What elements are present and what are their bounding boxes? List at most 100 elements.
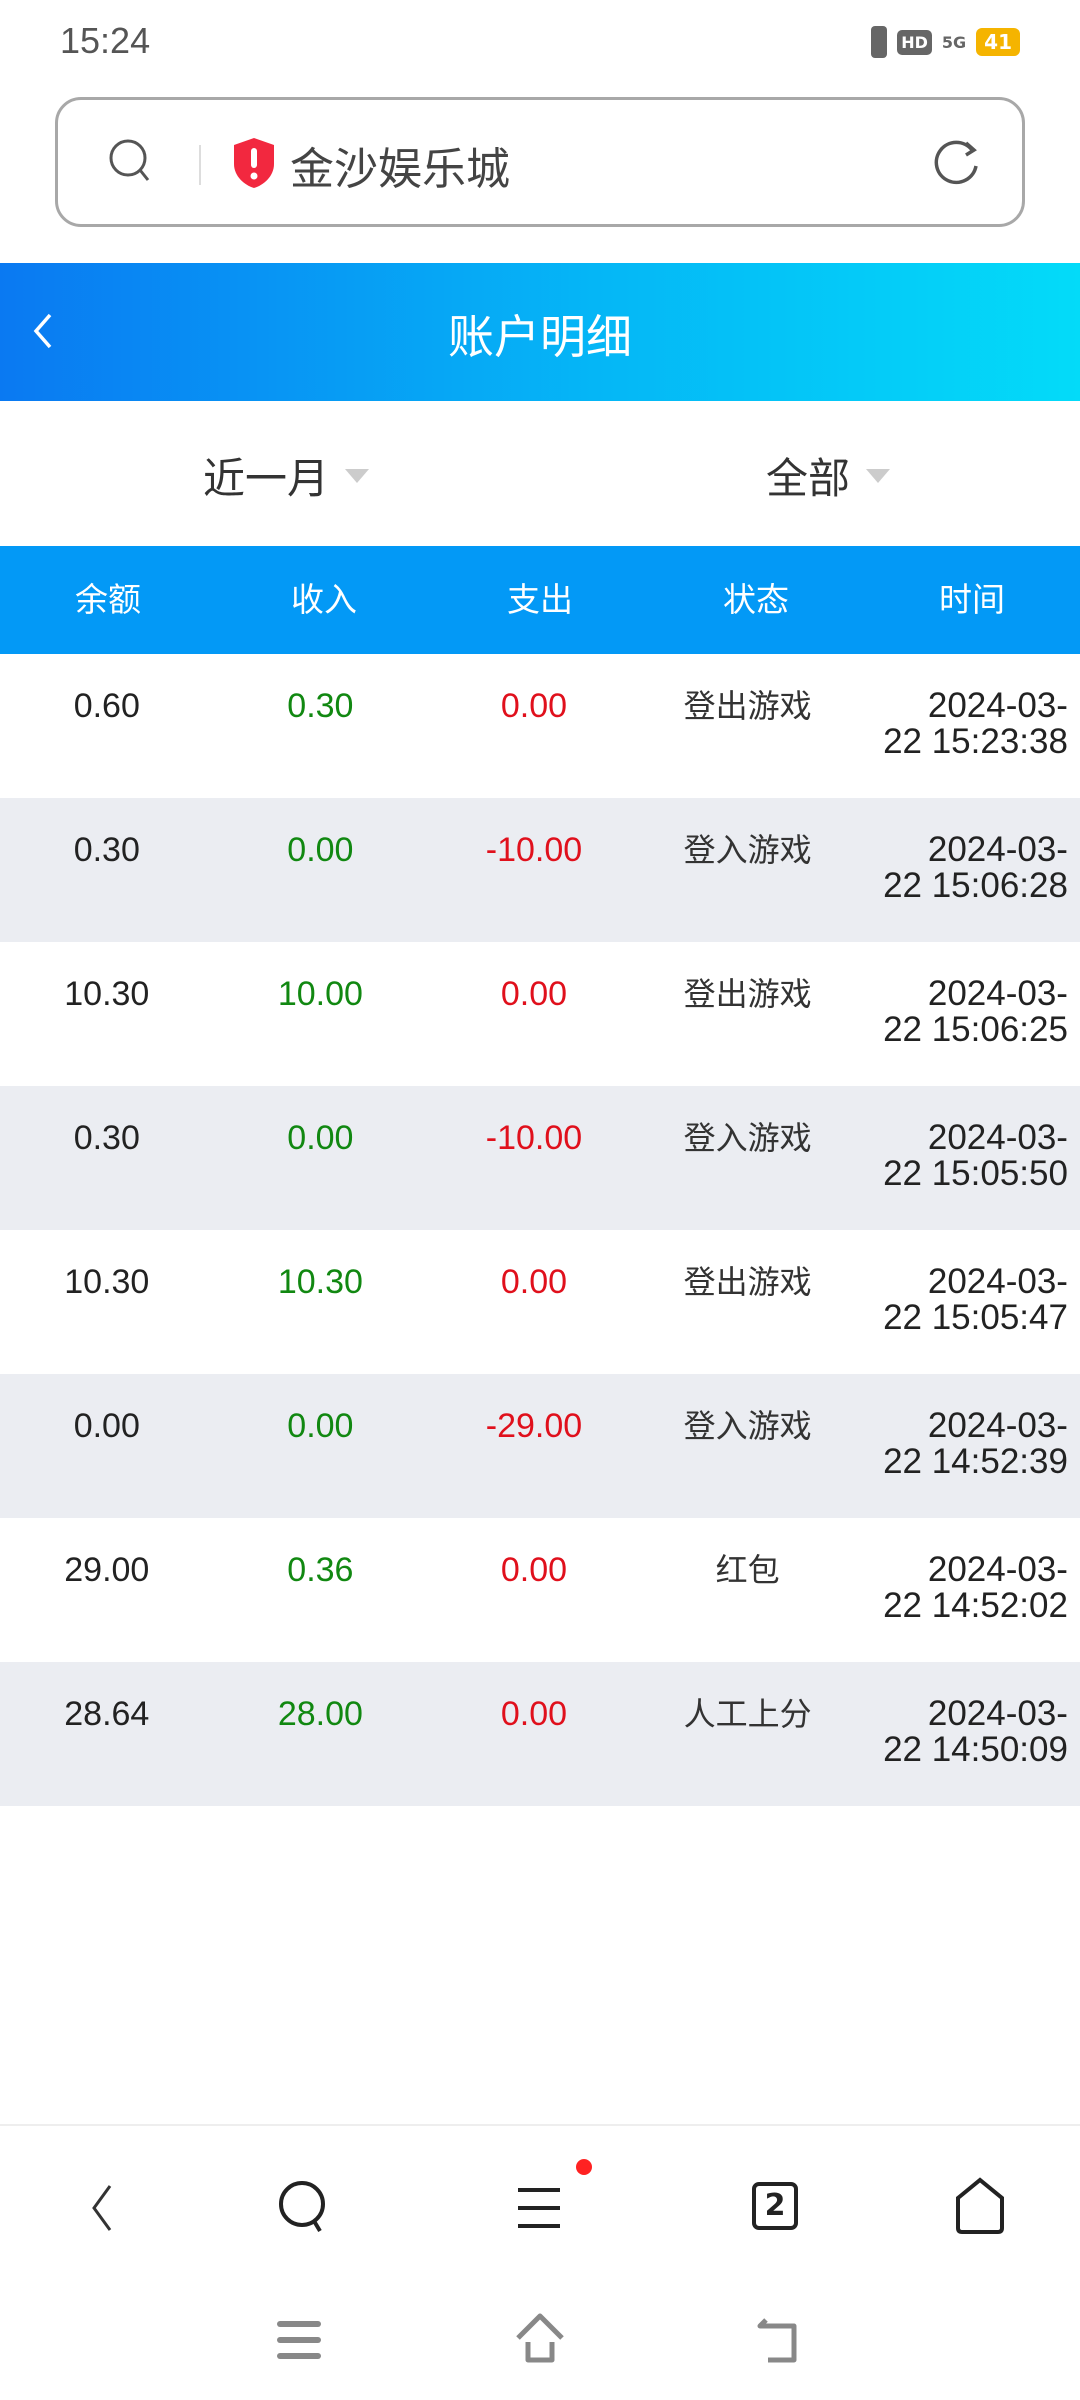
home-icon[interactable] xyxy=(950,2176,1010,2236)
date-text: 2024-03- xyxy=(927,686,1068,725)
time-text: 22 15:05:50 xyxy=(883,1154,1068,1193)
balance-cell: 10.30 xyxy=(64,1263,150,1301)
page-header: 账户明细 xyxy=(0,263,1080,401)
income-cell: 10.30 xyxy=(277,1263,363,1301)
time-cell: 2024-03- 22 15:05:50 xyxy=(854,1086,1080,1230)
date-text: 2024-03- xyxy=(927,1262,1068,1301)
date-text: 2024-03- xyxy=(927,830,1068,869)
status-cell: 登出游戏 xyxy=(683,687,812,725)
time-cell: 2024-03- 22 14:52:02 xyxy=(854,1518,1080,1662)
menu-icon[interactable] xyxy=(510,2176,570,2236)
vibrate-icon xyxy=(871,26,888,58)
income-cell: 0.00 xyxy=(287,831,354,869)
status-cell: 登入游戏 xyxy=(683,831,812,869)
period-label: 近一月 xyxy=(203,454,330,503)
date-text: 2024-03- xyxy=(927,974,1068,1013)
time-text: 22 14:50:09 xyxy=(883,1730,1068,1769)
time-text: 22 15:23:38 xyxy=(883,722,1068,761)
income-cell: 0.36 xyxy=(287,1551,354,1589)
back-icon[interactable] xyxy=(72,2176,132,2236)
time-cell: 2024-03- 22 14:52:39 xyxy=(854,1374,1080,1518)
type-dropdown[interactable]: 全部 xyxy=(766,445,891,506)
table-row: 28.64 28.00 0.00 人工上分 2024-03- 22 14:50:09 xyxy=(0,1662,1080,1806)
column-balance: 余额 xyxy=(75,580,141,619)
home-icon[interactable] xyxy=(512,2312,568,2368)
column-time: 时间 xyxy=(939,580,1005,619)
dropdown-arrow-icon xyxy=(345,468,370,483)
hd-icon: HD xyxy=(897,29,932,55)
search-icon[interactable] xyxy=(274,2176,334,2236)
time-text: 22 15:06:25 xyxy=(883,1010,1068,1049)
status-cell: 登出游戏 xyxy=(683,1263,812,1301)
table-row: 10.30 10.00 0.00 登出游戏 2024-03- 22 15:06:25 xyxy=(0,942,1080,1086)
column-expense: 支出 xyxy=(507,580,573,619)
system-nav-bar xyxy=(0,2300,1080,2400)
expense-cell: 0.00 xyxy=(500,1263,568,1301)
recents-icon[interactable] xyxy=(272,2312,328,2368)
balance-cell: 28.64 xyxy=(64,1695,150,1733)
balance-cell: 0.30 xyxy=(73,831,140,869)
income-cell: 0.00 xyxy=(287,1407,354,1445)
table-row: 0.00 0.00 -29.00 登入游戏 2024-03- 22 14:52:39 xyxy=(0,1374,1080,1518)
time-text: 22 14:52:02 xyxy=(883,1586,1068,1625)
income-cell: 28.00 xyxy=(277,1695,363,1733)
period-dropdown[interactable]: 近一月 xyxy=(203,445,370,506)
notification-dot xyxy=(576,2159,592,2175)
expense-cell: 0.00 xyxy=(500,1695,568,1733)
status-bar: 15:24 HD 5G 41 xyxy=(0,0,1080,90)
date-text: 2024-03- xyxy=(927,1118,1068,1157)
time-text: 22 14:52:39 xyxy=(883,1442,1068,1481)
income-cell: 0.30 xyxy=(287,687,354,725)
income-cell: 10.00 xyxy=(277,975,363,1013)
divider xyxy=(199,145,201,185)
tabs-button[interactable]: 2 xyxy=(752,2182,798,2230)
income-cell: 0.00 xyxy=(287,1119,354,1157)
column-status: 状态 xyxy=(723,580,789,619)
time-cell: 2024-03- 22 15:06:25 xyxy=(854,942,1080,1086)
balance-cell: 0.30 xyxy=(73,1119,140,1157)
filter-row: 近一月 全部 xyxy=(0,401,1080,546)
table-row: 0.30 0.00 -10.00 登入游戏 2024-03- 22 15:06:28 xyxy=(0,798,1080,942)
date-text: 2024-03- xyxy=(927,1550,1068,1589)
search-icon[interactable] xyxy=(108,138,152,182)
balance-cell: 0.60 xyxy=(73,687,140,725)
status-cell: 登出游戏 xyxy=(683,975,812,1013)
expense-cell: 0.00 xyxy=(500,687,568,725)
expense-cell: 0.00 xyxy=(500,1551,568,1589)
signal-icon: 5G xyxy=(941,32,967,52)
url-text[interactable]: 金沙娱乐城 xyxy=(290,144,510,195)
time-text: 22 15:06:28 xyxy=(883,866,1068,905)
transaction-table: 0.60 0.30 0.00 登出游戏 2024-03- 22 15:23:38 0.30 0… xyxy=(0,654,1080,1806)
time-cell: 2024-03- 22 14:50:09 xyxy=(854,1662,1080,1806)
battery-icon: 41 xyxy=(976,28,1020,56)
address-bar[interactable]: 金沙娱乐城 xyxy=(55,97,1025,227)
time-cell: 2024-03- 22 15:06:28 xyxy=(854,798,1080,942)
balance-cell: 0.00 xyxy=(73,1407,140,1445)
back-icon[interactable] xyxy=(752,2312,808,2368)
time-text: 22 15:05:47 xyxy=(883,1298,1068,1337)
security-warning-icon[interactable] xyxy=(230,136,278,190)
status-cell: 人工上分 xyxy=(683,1695,812,1733)
column-income: 收入 xyxy=(291,580,357,619)
dropdown-arrow-icon xyxy=(866,468,891,483)
table-row: 10.30 10.30 0.00 登出游戏 2024-03- 22 15:05:47 xyxy=(0,1230,1080,1374)
time-cell: 2024-03- 22 15:05:47 xyxy=(854,1230,1080,1374)
date-text: 2024-03- xyxy=(927,1694,1068,1733)
balance-cell: 10.30 xyxy=(64,975,150,1013)
status-cell: 登入游戏 xyxy=(683,1119,812,1157)
browser-toolbar: 2 xyxy=(0,2124,1080,2274)
date-text: 2024-03- xyxy=(927,1406,1068,1445)
status-cell: 红包 xyxy=(715,1551,780,1589)
expense-cell: 0.00 xyxy=(500,975,568,1013)
type-label: 全部 xyxy=(766,454,851,503)
page-title: 账户明细 xyxy=(448,310,632,364)
expense-cell: -10.00 xyxy=(485,1119,583,1157)
table-row: 0.60 0.30 0.00 登出游戏 2024-03- 22 15:23:38 xyxy=(0,654,1080,798)
back-icon[interactable] xyxy=(30,309,60,353)
clock: 15:24 xyxy=(60,20,151,61)
status-cell: 登入游戏 xyxy=(683,1407,812,1445)
expense-cell: -10.00 xyxy=(485,831,583,869)
reload-icon[interactable] xyxy=(932,138,982,188)
table-row: 29.00 0.36 0.00 红包 2024-03- 22 14:52:02 xyxy=(0,1518,1080,1662)
balance-cell: 29.00 xyxy=(64,1551,150,1589)
